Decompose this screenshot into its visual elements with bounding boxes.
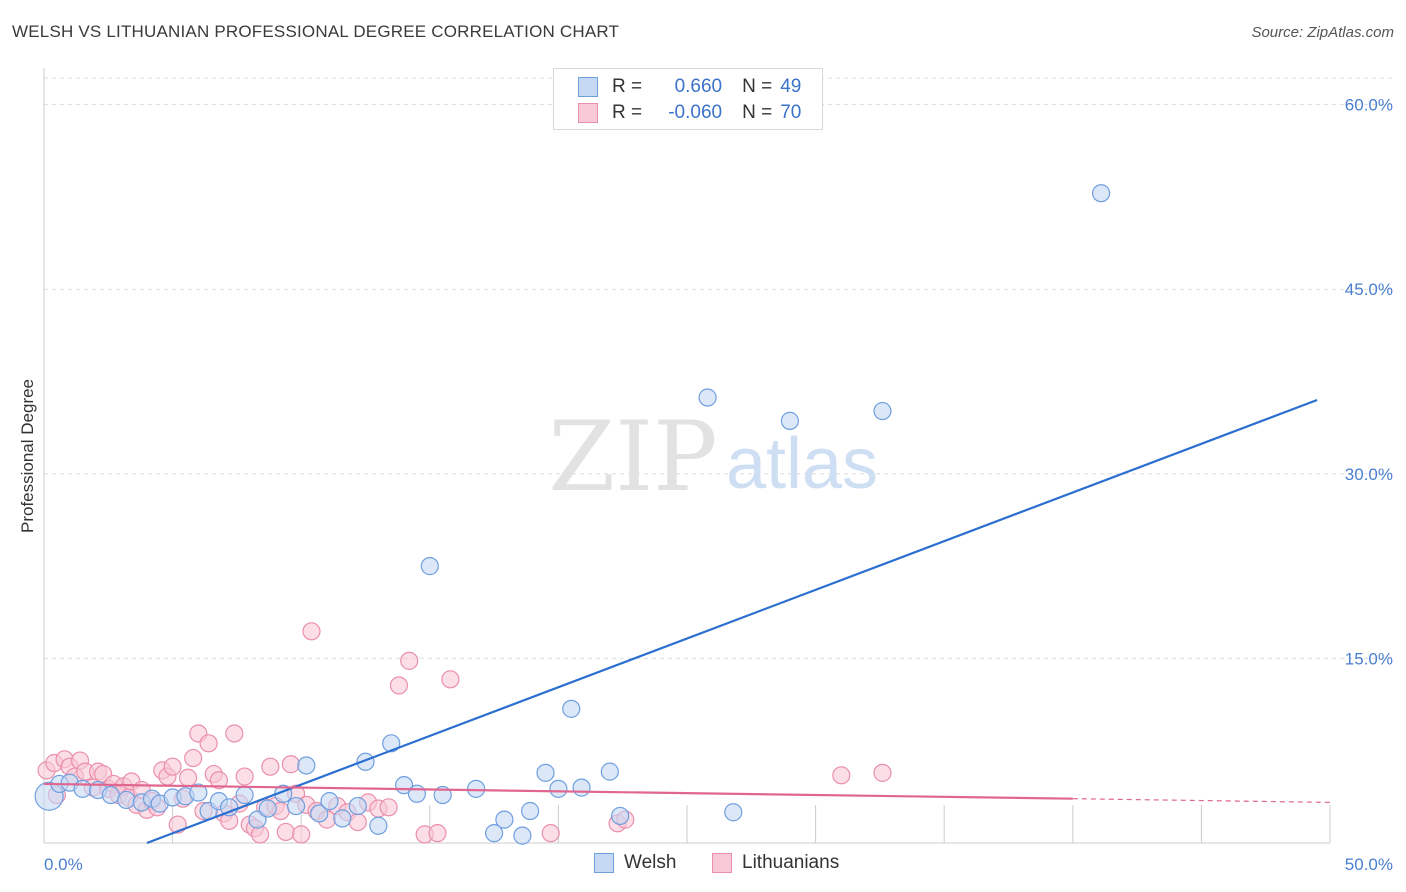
watermark-zip: ZIP (548, 401, 717, 513)
trend-line-lithuanians-extension (1072, 798, 1331, 803)
y-tick-label: 45.0% (1345, 280, 1393, 299)
welsh-point (258, 799, 277, 818)
trend-lines (43, 398, 1331, 845)
legend-n-value-lithuanians: 70 (780, 102, 802, 123)
welsh-point (73, 779, 92, 798)
lithuanians-point (302, 622, 321, 641)
welsh-point (724, 803, 743, 822)
lithuanians-point (441, 670, 460, 689)
legend-swatch-lithuanians (712, 853, 732, 873)
welsh-point (220, 798, 239, 817)
welsh-point (333, 809, 352, 828)
legend-label-lithuanians: Lithuanians (742, 852, 840, 873)
lithuanians-point (276, 822, 295, 842)
y-tick-label: 30.0% (1345, 465, 1393, 484)
source-label: Source: ZipAtlas.com (1251, 24, 1394, 41)
lithuanians-point (250, 825, 270, 844)
welsh-point (248, 810, 267, 829)
legend-n-label: N = (742, 76, 773, 97)
welsh-point (536, 763, 555, 782)
legend-swatch-welsh (578, 77, 598, 97)
legend-row-lithuanians: R = -0.060 N = 70 (578, 101, 801, 125)
tick-labels: 15.0% 30.0% 45.0% 60.0% 0.0% 50.0% (44, 96, 1393, 874)
x-tick-label: 0.0% (44, 855, 83, 874)
lithuanians-point (292, 825, 311, 844)
lithuanians-point (178, 768, 198, 787)
welsh-point (407, 784, 427, 803)
lithuanians-point (873, 763, 892, 782)
lithuanians-point (184, 748, 203, 768)
chart-title: WELSH VS LITHUANIAN PROFESSIONAL DEGREE … (12, 22, 620, 41)
welsh-point (189, 783, 208, 802)
welsh-point (485, 824, 504, 843)
lithuanians-point (225, 724, 244, 743)
legend-r-value-welsh: 0.660 (674, 76, 723, 97)
lithuanians-point (163, 757, 182, 776)
lithuanians-point (281, 755, 301, 774)
lithuanians-point (199, 734, 218, 753)
welsh-point (348, 796, 367, 816)
lithuanians-point (832, 766, 851, 785)
welsh-point (562, 699, 581, 718)
series-legend: Welsh Lithuanians (0, 852, 1406, 878)
welsh-point (235, 785, 254, 805)
legend-n-label: N = (742, 102, 773, 123)
welsh-point (420, 557, 439, 576)
legend-n-value-welsh: 49 (780, 76, 802, 97)
lithuanians-point (400, 651, 419, 670)
welsh-point (286, 796, 306, 816)
gridlines (44, 77, 1393, 659)
welsh-point (572, 778, 591, 797)
y-tick-label: 60.0% (1345, 96, 1393, 115)
legend-row-welsh: R = 0.660 N = 49 (578, 75, 801, 99)
y-axis-label: Professional Degree (18, 379, 37, 533)
welsh-point (382, 734, 401, 753)
lithuanians-point (261, 757, 280, 776)
welsh-point (780, 411, 799, 430)
welsh-point (310, 804, 329, 823)
x-tick-label: 50.0% (1345, 855, 1393, 874)
welsh-point (600, 762, 619, 781)
watermark: ZIP atlas (548, 401, 878, 513)
lithuanians-point (541, 824, 560, 843)
lithuanians-point (235, 767, 254, 786)
welsh-point (1091, 184, 1111, 203)
legend-item-lithuanians[interactable]: Lithuanians (712, 852, 839, 874)
lithuanians-point (348, 812, 367, 832)
welsh-point (513, 826, 532, 845)
y-tick-label: 15.0% (1345, 649, 1393, 668)
welsh-point (466, 779, 486, 798)
welsh-point (549, 779, 568, 798)
legend-label-welsh: Welsh (624, 852, 677, 873)
welsh-point (873, 401, 892, 421)
watermark-atlas: atlas (726, 424, 878, 504)
welsh-point (297, 756, 316, 775)
lithuanians-point (389, 676, 409, 695)
welsh-point (369, 816, 388, 835)
trend-line-welsh (146, 398, 1318, 845)
lithuanians-point (379, 798, 398, 817)
legend-swatch-lithuanians (578, 103, 598, 123)
welsh-point (320, 792, 339, 811)
legend-r-value-lithuanians: -0.060 (668, 102, 723, 123)
trend-line-lithuanians (43, 782, 1073, 800)
legend-r-label: R = (612, 102, 643, 123)
lithuanians-point (428, 824, 447, 843)
series-welsh-points (34, 184, 1111, 845)
welsh-point (521, 801, 540, 821)
welsh-point (698, 388, 717, 407)
legend-r-label: R = (612, 76, 643, 97)
welsh-point (495, 810, 514, 829)
welsh-point (611, 806, 630, 826)
lithuanians-point (209, 771, 228, 790)
legend-swatch-welsh (594, 853, 614, 873)
welsh-point (117, 790, 136, 810)
correlation-legend: R = 0.660 N = 49 R = -0.060 N = 70 (553, 68, 823, 130)
welsh-point (101, 785, 120, 805)
legend-item-welsh[interactable]: Welsh (594, 852, 676, 874)
